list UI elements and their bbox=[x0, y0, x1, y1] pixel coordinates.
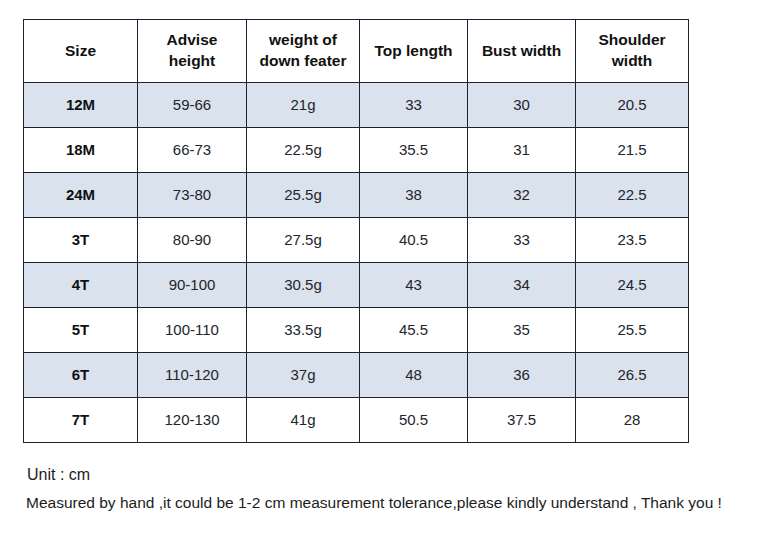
table-cell: 25.5g bbox=[247, 173, 360, 218]
table-cell: 38 bbox=[360, 173, 468, 218]
table-cell: 26.5 bbox=[576, 353, 689, 398]
table-cell: 30.5g bbox=[247, 263, 360, 308]
table-cell: 23.5 bbox=[576, 218, 689, 263]
table-cell: 33.5g bbox=[247, 308, 360, 353]
size-cell: 12M bbox=[24, 83, 138, 128]
table-cell: 50.5 bbox=[360, 398, 468, 443]
size-cell: 5T bbox=[24, 308, 138, 353]
table-cell: 45.5 bbox=[360, 308, 468, 353]
table-cell: 37g bbox=[247, 353, 360, 398]
table-cell: 41g bbox=[247, 398, 360, 443]
table-cell: 22.5 bbox=[576, 173, 689, 218]
table-cell: 37.5 bbox=[468, 398, 576, 443]
table-cell: 73-80 bbox=[138, 173, 247, 218]
table-cell: 32 bbox=[468, 173, 576, 218]
table-cell: 24.5 bbox=[576, 263, 689, 308]
table-cell: 33 bbox=[468, 218, 576, 263]
unit-note: Unit : cm bbox=[27, 466, 90, 484]
table-cell: 36 bbox=[468, 353, 576, 398]
header-cell-bust-width: Bust width bbox=[468, 20, 576, 83]
table-cell: 30 bbox=[468, 83, 576, 128]
table-cell: 110-120 bbox=[138, 353, 247, 398]
table-cell: 100-110 bbox=[138, 308, 247, 353]
table-cell: 21g bbox=[247, 83, 360, 128]
table-row: 24M 73-80 25.5g 38 32 22.5 bbox=[24, 173, 689, 218]
table-row: 12M 59-66 21g 33 30 20.5 bbox=[24, 83, 689, 128]
header-cell-top-length: Top length bbox=[360, 20, 468, 83]
table-cell: 43 bbox=[360, 263, 468, 308]
table-cell: 25.5 bbox=[576, 308, 689, 353]
header-cell-shoulder-width: Shoulder width bbox=[576, 20, 689, 83]
size-cell: 3T bbox=[24, 218, 138, 263]
table-cell: 40.5 bbox=[360, 218, 468, 263]
table-cell: 66-73 bbox=[138, 128, 247, 173]
table-cell: 59-66 bbox=[138, 83, 247, 128]
size-chart-page: Size Advise height weight of down feater… bbox=[0, 0, 762, 545]
tolerance-note: Measured by hand ,it could be 1-2 cm mea… bbox=[26, 494, 722, 512]
table-row: 3T 80-90 27.5g 40.5 33 23.5 bbox=[24, 218, 689, 263]
table-cell: 22.5g bbox=[247, 128, 360, 173]
header-cell-advise-height: Advise height bbox=[138, 20, 247, 83]
table-row: 6T 110-120 37g 48 36 26.5 bbox=[24, 353, 689, 398]
table-cell: 20.5 bbox=[576, 83, 689, 128]
table-cell: 27.5g bbox=[247, 218, 360, 263]
table-row: 4T 90-100 30.5g 43 34 24.5 bbox=[24, 263, 689, 308]
size-cell: 24M bbox=[24, 173, 138, 218]
header-cell-weight: weight of down feater bbox=[247, 20, 360, 83]
size-cell: 18M bbox=[24, 128, 138, 173]
table-cell: 35.5 bbox=[360, 128, 468, 173]
size-cell: 6T bbox=[24, 353, 138, 398]
table-cell: 35 bbox=[468, 308, 576, 353]
header-row: Size Advise height weight of down feater… bbox=[24, 20, 689, 83]
table-row: 5T 100-110 33.5g 45.5 35 25.5 bbox=[24, 308, 689, 353]
size-cell: 7T bbox=[24, 398, 138, 443]
table-cell: 48 bbox=[360, 353, 468, 398]
table-cell: 21.5 bbox=[576, 128, 689, 173]
size-chart-table: Size Advise height weight of down feater… bbox=[23, 19, 689, 443]
table-cell: 31 bbox=[468, 128, 576, 173]
table-cell: 90-100 bbox=[138, 263, 247, 308]
table-cell: 28 bbox=[576, 398, 689, 443]
table-cell: 80-90 bbox=[138, 218, 247, 263]
table-row: 18M 66-73 22.5g 35.5 31 21.5 bbox=[24, 128, 689, 173]
table-cell: 34 bbox=[468, 263, 576, 308]
header-cell-size: Size bbox=[24, 20, 138, 83]
size-cell: 4T bbox=[24, 263, 138, 308]
table-cell: 33 bbox=[360, 83, 468, 128]
table-row: 7T 120-130 41g 50.5 37.5 28 bbox=[24, 398, 689, 443]
table-cell: 120-130 bbox=[138, 398, 247, 443]
